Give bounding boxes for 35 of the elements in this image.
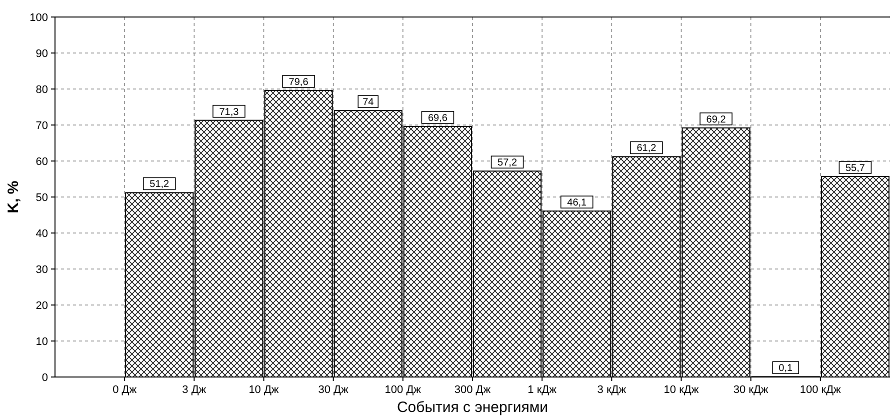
y-tick-label: 100 [30, 12, 48, 24]
data-label: 74 [362, 97, 374, 108]
y-tick-label: 80 [36, 84, 48, 96]
text: 3 Дж [182, 384, 207, 396]
data-label: 69,6 [428, 112, 448, 124]
y-tick-label: 20 [36, 300, 48, 312]
y-tick-label: 10 [36, 336, 48, 348]
y-tick-label: 30 [36, 264, 48, 276]
y-tick-label: 50 [36, 192, 48, 204]
data-label: 61,2 [636, 143, 657, 154]
data-label: 79,6 [288, 76, 309, 88]
data-label: 69,2 [706, 114, 726, 126]
text: 100 кДж [800, 384, 842, 396]
y-tick-label: 60 [36, 156, 48, 168]
y-axis-title: K, % [5, 180, 22, 214]
data-label: 51,2 [150, 179, 170, 190]
text: 100 Дж [384, 384, 422, 396]
text: 1 кДж [528, 384, 558, 396]
data-label: 55,7 [845, 162, 866, 174]
y-tick-label: 40 [36, 228, 48, 240]
y-tick-label: 70 [36, 120, 48, 132]
data-label: 46,1 [567, 198, 588, 209]
data-label: 0,1 [778, 363, 794, 374]
data-label: 57,2 [498, 158, 518, 169]
text: 300 Дж [454, 384, 492, 396]
text: 30 Дж [318, 384, 350, 396]
text: 10 Дж [248, 384, 280, 396]
y-tick-label: 0 [42, 372, 48, 384]
y-tick-label: 90 [36, 48, 48, 60]
x-axis-title: События с энергиями [396, 399, 548, 416]
text: 3 кДж [597, 384, 627, 396]
text: 0 Дж [112, 384, 138, 396]
text: 30 кДж [733, 384, 769, 396]
data-label: 71,3 [219, 106, 240, 118]
text: 10 кДж [664, 384, 700, 396]
